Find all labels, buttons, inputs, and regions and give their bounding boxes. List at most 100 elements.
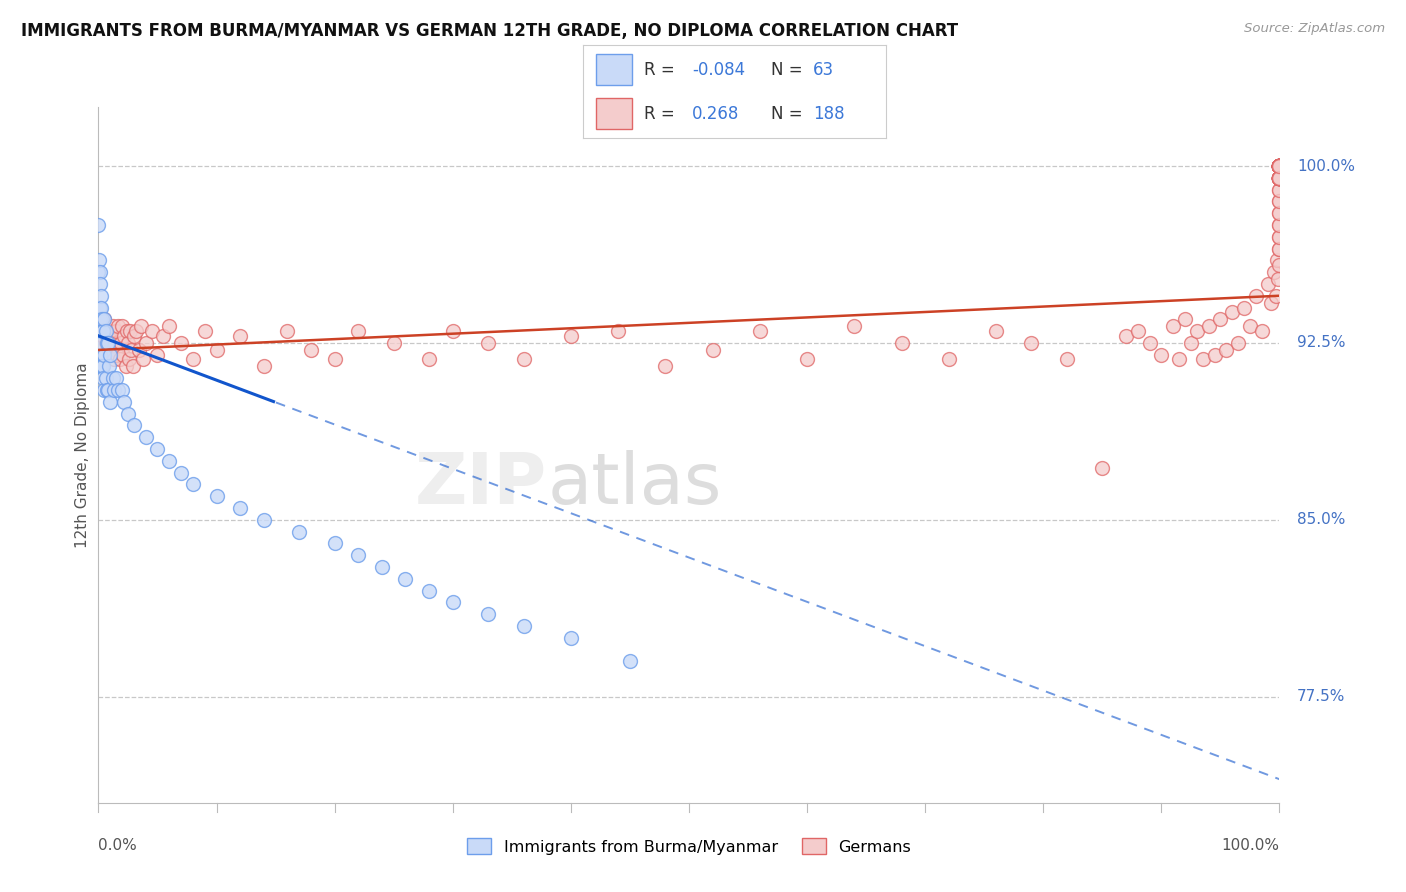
Point <box>1268 170 1291 185</box>
Point <box>1268 159 1291 173</box>
Point <box>796 352 818 367</box>
Point <box>1268 170 1291 185</box>
Bar <box>596 54 631 85</box>
Point <box>1268 242 1291 256</box>
Point <box>105 324 128 338</box>
Point <box>1191 352 1213 367</box>
Point <box>108 352 131 367</box>
Point <box>1268 170 1291 185</box>
Point <box>1268 170 1291 185</box>
Y-axis label: 12th Grade, No Diploma: 12th Grade, No Diploma <box>75 362 90 548</box>
Point <box>702 807 724 822</box>
Point <box>1268 159 1291 173</box>
Point <box>97 328 120 343</box>
Legend: Immigrants from Burma/Myanmar, Germans: Immigrants from Burma/Myanmar, Germans <box>460 831 918 861</box>
Point <box>101 319 124 334</box>
Point <box>347 548 370 562</box>
Point <box>1268 170 1291 185</box>
Point <box>619 654 641 668</box>
Point <box>132 352 155 367</box>
Point <box>1268 159 1291 173</box>
Point <box>477 607 499 621</box>
Point <box>135 430 157 444</box>
Point <box>1268 159 1291 173</box>
Point <box>121 359 143 374</box>
Point <box>1150 348 1173 362</box>
Point <box>1185 324 1208 338</box>
Point <box>1250 324 1272 338</box>
Point <box>1161 319 1184 334</box>
Point <box>276 324 298 338</box>
Point <box>1268 159 1291 173</box>
Point <box>1268 170 1291 185</box>
Point <box>120 324 142 338</box>
Point <box>1268 218 1291 232</box>
Point <box>93 383 115 397</box>
Point <box>91 324 114 338</box>
Point <box>181 352 204 367</box>
Point <box>98 395 121 409</box>
Point <box>128 343 150 357</box>
Point <box>1268 170 1291 185</box>
Point <box>103 352 125 367</box>
Point <box>1268 170 1291 185</box>
Text: 0.268: 0.268 <box>692 105 740 123</box>
Point <box>91 319 114 334</box>
Point <box>1268 170 1291 185</box>
Point <box>1268 258 1291 272</box>
Point <box>1180 335 1202 350</box>
Text: R =: R = <box>644 61 681 78</box>
Point <box>112 395 135 409</box>
Point <box>111 383 134 397</box>
Point <box>323 536 346 550</box>
Point <box>394 572 416 586</box>
Point <box>98 343 121 357</box>
Point <box>87 253 110 268</box>
Point <box>1268 170 1291 185</box>
Point <box>89 265 111 279</box>
Point <box>1268 159 1291 173</box>
Point <box>90 301 112 315</box>
Point <box>1268 159 1291 173</box>
Point <box>890 335 912 350</box>
Text: 0.0%: 0.0% <box>98 838 138 853</box>
Point <box>89 301 111 315</box>
Point <box>1115 328 1137 343</box>
Point <box>1268 170 1291 185</box>
Text: 63: 63 <box>813 61 834 78</box>
Point <box>94 335 117 350</box>
Point <box>1268 170 1291 185</box>
Text: 92.5%: 92.5% <box>1298 335 1346 351</box>
Point <box>1268 170 1291 185</box>
Point <box>477 335 499 350</box>
Point <box>146 348 169 362</box>
Text: 100.0%: 100.0% <box>1298 159 1355 174</box>
Point <box>1268 159 1291 173</box>
Point <box>1268 170 1291 185</box>
Point <box>1263 265 1285 279</box>
Point <box>1268 159 1291 173</box>
Point <box>1268 159 1291 173</box>
Point <box>96 335 118 350</box>
Point <box>87 324 110 338</box>
Text: N =: N = <box>770 105 808 123</box>
Point <box>87 218 110 232</box>
Point <box>229 500 252 515</box>
Point <box>94 324 117 338</box>
Point <box>844 319 866 334</box>
Point <box>1268 159 1291 173</box>
Text: N =: N = <box>770 61 808 78</box>
Point <box>253 513 276 527</box>
Point <box>125 324 148 338</box>
Point <box>1268 159 1291 173</box>
Text: R =: R = <box>644 105 681 123</box>
Point <box>1239 319 1261 334</box>
Point <box>1268 159 1291 173</box>
Point <box>1220 305 1243 319</box>
Point <box>1268 159 1291 173</box>
Point <box>205 489 228 503</box>
Point <box>112 348 135 362</box>
Point <box>89 324 111 338</box>
Point <box>253 359 276 374</box>
Point <box>1244 289 1267 303</box>
